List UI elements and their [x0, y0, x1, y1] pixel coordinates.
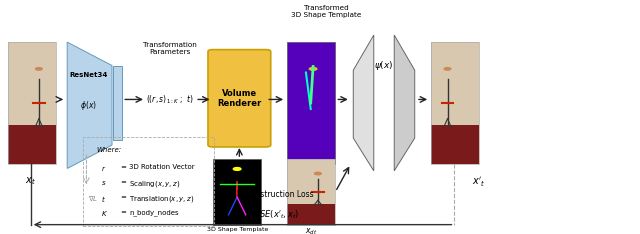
Text: $\nabla L$: $\nabla L$ [88, 194, 99, 202]
Text: 3D Rotation Vector: 3D Rotation Vector [129, 164, 195, 170]
Circle shape [315, 172, 321, 175]
Text: 3D Shape Template: 3D Shape Template [207, 227, 268, 232]
Circle shape [444, 68, 451, 70]
Text: $r$: $r$ [101, 164, 106, 173]
Text: Scaling$(x, y, z)$: Scaling$(x, y, z)$ [129, 179, 180, 189]
FancyBboxPatch shape [8, 42, 56, 125]
Text: $\psi(x)$: $\psi(x)$ [374, 59, 394, 72]
Text: ResNet34: ResNet34 [69, 72, 108, 78]
FancyBboxPatch shape [287, 159, 335, 204]
Circle shape [35, 68, 42, 70]
Text: $x_{dt}$: $x_{dt}$ [305, 227, 317, 234]
Text: =: = [120, 209, 126, 216]
FancyBboxPatch shape [431, 42, 479, 125]
FancyBboxPatch shape [431, 125, 479, 164]
Polygon shape [353, 35, 374, 171]
Text: $t$: $t$ [101, 194, 106, 204]
Text: Where:: Where: [96, 147, 121, 154]
Circle shape [234, 168, 241, 170]
Text: $MSE(x'_t, x_t)$: $MSE(x'_t, x_t)$ [252, 208, 299, 221]
Text: Volume
Renderer: Volume Renderer [217, 89, 262, 108]
FancyBboxPatch shape [8, 125, 56, 164]
Text: $K$: $K$ [101, 209, 108, 218]
Text: $\phi(x)$: $\phi(x)$ [80, 99, 97, 112]
FancyBboxPatch shape [213, 159, 261, 225]
FancyBboxPatch shape [287, 42, 335, 164]
Text: Transformed
3D Shape Template: Transformed 3D Shape Template [291, 5, 362, 18]
Text: Transformation
Parameters: Transformation Parameters [143, 42, 196, 55]
Polygon shape [67, 42, 112, 168]
Text: n_body_nodes: n_body_nodes [129, 209, 179, 216]
Text: Reconstruction Loss: Reconstruction Loss [237, 190, 314, 199]
Text: =: = [120, 194, 126, 200]
Text: =: = [120, 179, 126, 185]
Text: Translation$(x, y, z)$: Translation$(x, y, z)$ [129, 194, 195, 204]
Text: $x_t$: $x_t$ [26, 176, 36, 187]
FancyBboxPatch shape [287, 204, 335, 225]
Text: $s$: $s$ [101, 179, 107, 187]
Text: =: = [120, 164, 126, 170]
Text: $((r, s)_{1:K}\ ;\ t)$: $((r, s)_{1:K}\ ;\ t)$ [146, 94, 193, 106]
Polygon shape [394, 35, 415, 171]
FancyBboxPatch shape [113, 66, 122, 140]
Text: $x'_t$: $x'_t$ [472, 176, 486, 189]
Circle shape [309, 67, 317, 70]
FancyBboxPatch shape [208, 50, 271, 147]
